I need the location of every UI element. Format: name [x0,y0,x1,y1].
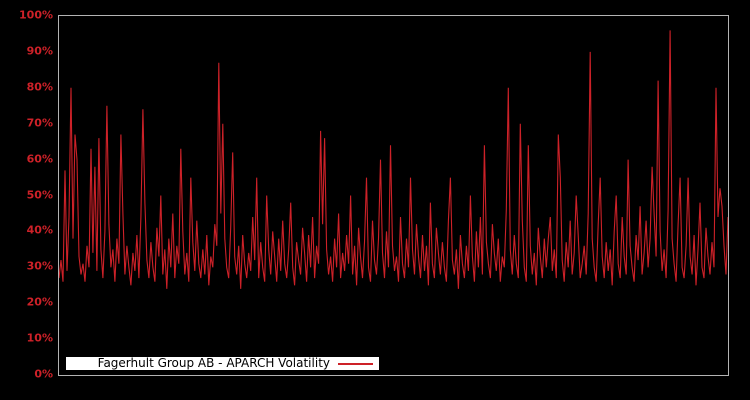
y-tick-label: 40% [26,223,53,237]
legend-line-sample-icon [338,362,373,365]
y-tick-label: 10% [26,331,53,345]
y-tick-label: 30% [26,259,53,273]
y-tick-label: 70% [26,116,53,130]
legend-label: Fagerhult Group AB - APARCH Volatility [97,356,330,370]
y-tick-label: 20% [26,295,53,309]
y-tick-label: 90% [26,44,53,58]
volatility-series-line [59,30,728,289]
legend: Fagerhult Group AB - APARCH Volatility [66,357,379,370]
y-tick-label: 50% [26,188,53,201]
y-tick-label: 60% [26,152,53,166]
y-tick-label: 80% [26,80,53,94]
y-tick-label: 100% [19,8,53,22]
y-tick-label: 0% [34,367,53,381]
plot-area: Fagerhult Group AB - APARCH Volatility [58,15,729,376]
y-axis: 0% 10% 20% 30% 40% 50% 60% 70% 80% 90% 100% [0,0,56,400]
